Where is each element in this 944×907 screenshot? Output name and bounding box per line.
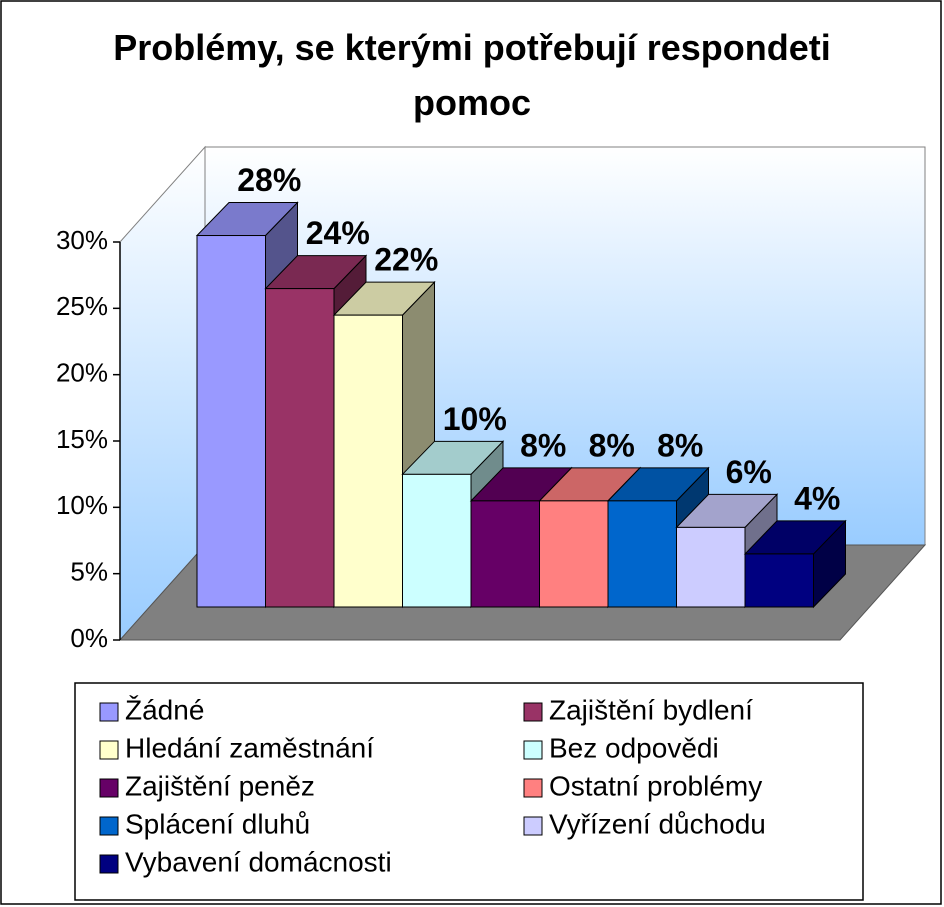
legend-swatch xyxy=(523,816,543,836)
legend-swatch xyxy=(99,816,119,836)
value-label: 10% xyxy=(443,401,507,437)
bar-front xyxy=(333,314,403,608)
legend-swatch xyxy=(99,702,119,722)
bar-front xyxy=(196,235,266,608)
legend-swatch xyxy=(99,740,119,760)
value-label: 8% xyxy=(589,427,635,463)
legend-swatch xyxy=(99,778,119,798)
legend-label: Hledání zaměstnání xyxy=(125,732,374,763)
value-label: 22% xyxy=(374,242,438,278)
value-label: 24% xyxy=(306,215,370,251)
legend-swatch xyxy=(523,740,543,760)
y-tick-label: 20% xyxy=(56,358,108,388)
y-tick-label: 5% xyxy=(70,557,108,587)
bar-front xyxy=(402,473,472,608)
bar-front xyxy=(676,526,746,608)
y-tick-label: 30% xyxy=(56,225,108,255)
legend-swatch xyxy=(523,702,543,722)
legend-label: Zajištění peněz xyxy=(125,770,315,801)
y-tick-label: 25% xyxy=(56,291,108,321)
legend-label: Bez odpovědi xyxy=(549,732,719,763)
legend-label: Splácení dluhů xyxy=(125,808,310,839)
value-label: 4% xyxy=(794,480,840,516)
legend-swatch xyxy=(99,854,119,874)
legend-box xyxy=(74,682,864,901)
y-tick-label: 15% xyxy=(56,424,108,454)
value-label: 8% xyxy=(657,427,703,463)
y-tick-label: 10% xyxy=(56,490,108,520)
chart-title: Problémy, se kterými potřebují respondet… xyxy=(113,27,831,123)
legend-label: Žádné xyxy=(125,694,204,725)
bar-front xyxy=(744,553,814,608)
y-tick-label: 0% xyxy=(70,623,108,653)
value-label: 28% xyxy=(237,162,301,198)
bar-front xyxy=(539,500,609,608)
bar-front xyxy=(470,500,540,608)
legend-label: Vybavení domácnosti xyxy=(125,846,392,877)
legend-swatch xyxy=(523,778,543,798)
legend-label: Ostatní problémy xyxy=(549,770,762,801)
bar-front xyxy=(265,288,335,608)
bar-front xyxy=(607,500,677,608)
legend-label: Vyřízení důchodu xyxy=(549,808,766,839)
bar xyxy=(743,519,847,609)
value-label: 6% xyxy=(726,454,772,490)
legend-label: Zajištění bydlení xyxy=(549,694,753,725)
value-label: 8% xyxy=(520,427,566,463)
